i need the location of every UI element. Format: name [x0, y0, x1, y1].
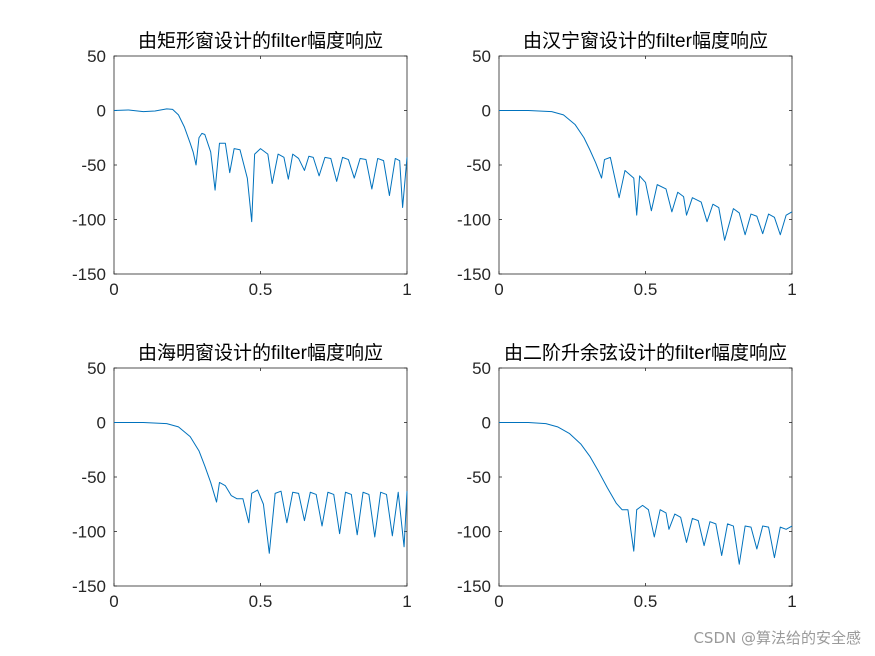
- y-tick-label: 50: [472, 47, 491, 66]
- y-tick-label: -100: [72, 523, 106, 542]
- axes-box: [113, 55, 408, 275]
- subplot-1: 0 0.5 1 50 0 -50 -100 -150 由矩形窗设计的filter幅度响应: [72, 30, 412, 299]
- subplot-title: 由汉宁窗设计的filter幅度响应: [523, 30, 768, 52]
- y-tick-label: -150: [457, 265, 491, 284]
- series-line: [499, 422, 793, 565]
- x-tick-label: 0.5: [634, 592, 658, 611]
- y-tick-label: -150: [72, 265, 106, 284]
- series-line: [114, 422, 408, 554]
- subplot-title: 由海明窗设计的filter幅度响应: [138, 342, 383, 364]
- y-tick-label: 0: [482, 414, 491, 433]
- x-tick-label: 1: [787, 592, 796, 611]
- x-tick-label: 1: [402, 280, 411, 299]
- x-tick-label: 0.5: [249, 280, 273, 299]
- y-tick-label: -100: [457, 211, 491, 230]
- x-tick-label: 0.5: [249, 592, 273, 611]
- x-tick-label: 0.5: [634, 280, 658, 299]
- series-line: [499, 110, 793, 241]
- y-tick-label: 50: [87, 359, 106, 378]
- y-tick-label: -100: [72, 211, 106, 230]
- subplot-3: 0 0.5 1 50 0 -50 -100 -150 由海明窗设计的filter幅度响应: [72, 342, 412, 611]
- axes-box: [498, 55, 793, 275]
- y-tick-label: -100: [457, 523, 491, 542]
- y-tick-label: -150: [72, 577, 106, 596]
- subplot-title: 由矩形窗设计的filter幅度响应: [138, 30, 383, 52]
- subplot-title: 由二阶升余弦设计的filter幅度响应: [504, 342, 787, 364]
- y-tick-label: 50: [472, 359, 491, 378]
- y-tick-label: -50: [81, 156, 106, 175]
- y-tick-label: -50: [466, 468, 491, 487]
- y-tick-label: -150: [457, 577, 491, 596]
- y-tick-label: 0: [97, 102, 106, 121]
- series-line: [113, 108, 408, 223]
- y-tick-label: -50: [81, 468, 106, 487]
- x-tick-label: 0: [109, 280, 118, 299]
- x-tick-label: 1: [787, 280, 796, 299]
- y-tick-label: 50: [87, 47, 106, 66]
- x-tick-label: 0: [494, 280, 503, 299]
- y-tick-label: 0: [97, 414, 106, 433]
- subplot-2: 0 0.5 1 50 0 -50 -100 -150 由汉宁窗设计的filter幅度响应: [457, 30, 797, 299]
- subplot-4: 0 0.5 1 50 0 -50 -100 -150 由二阶升余弦设计的filter幅度响应: [457, 342, 797, 611]
- x-tick-label: 1: [402, 592, 411, 611]
- axes-box: [113, 367, 408, 587]
- axes-box: [498, 367, 793, 587]
- y-tick-label: 0: [482, 102, 491, 121]
- watermark: CSDN @算法给的安全感: [693, 629, 861, 647]
- x-tick-label: 0: [109, 592, 118, 611]
- y-tick-label: -50: [466, 156, 491, 175]
- x-tick-label: 0: [494, 592, 503, 611]
